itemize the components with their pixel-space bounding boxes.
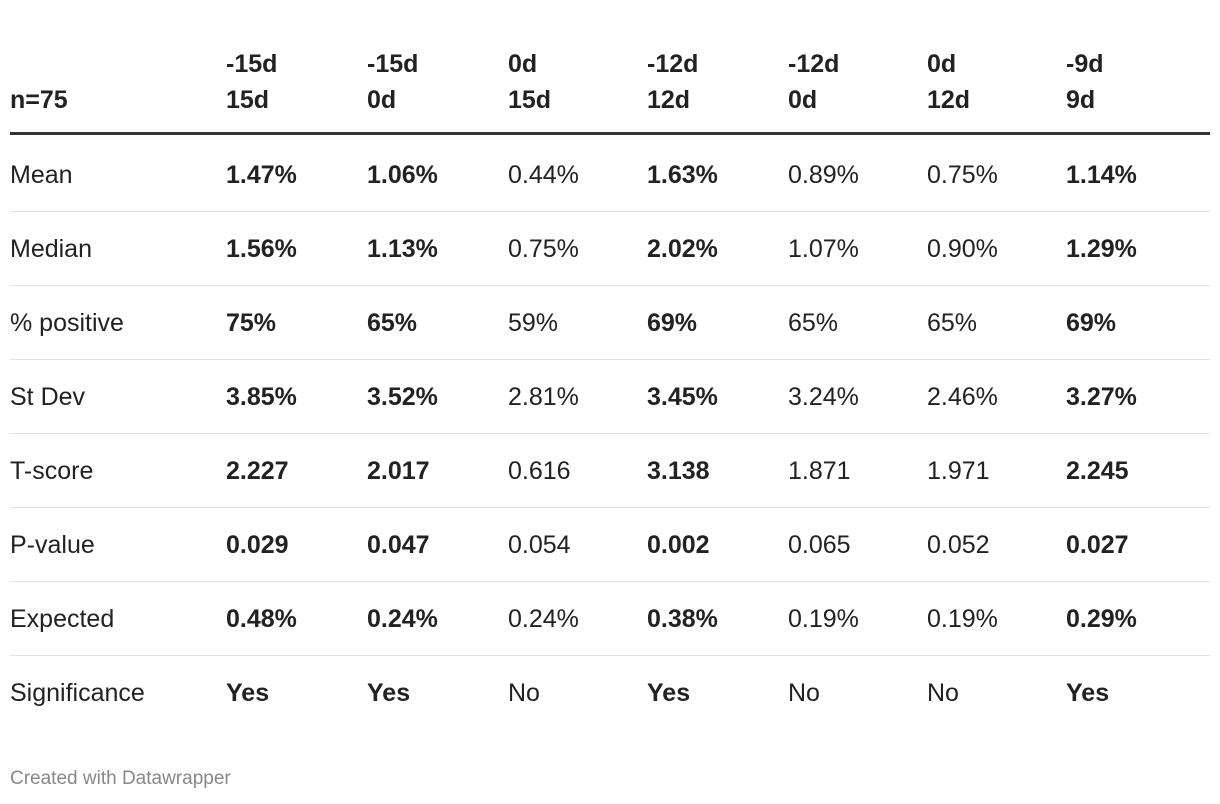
column-header: 0d [927, 50, 957, 78]
cell: 0.90% [927, 235, 998, 263]
row-rule [10, 655, 1210, 656]
cell: 1.56% [226, 235, 297, 263]
cell: 2.245 [1066, 457, 1129, 485]
cell: 0.24% [508, 605, 579, 633]
cell: 1.871 [788, 457, 851, 485]
cell: 0.616 [508, 457, 571, 485]
cell: 65% [367, 309, 418, 337]
cell: 3.52% [367, 383, 438, 411]
cell: 2.46% [927, 383, 998, 411]
row-label: Significance [10, 679, 145, 707]
cell: 2.81% [508, 383, 579, 411]
cell: 2.017 [367, 457, 430, 485]
cell: 3.45% [647, 383, 718, 411]
cell: 0.44% [508, 161, 579, 189]
row-rule [10, 285, 1210, 286]
cell: 2.02% [647, 235, 718, 263]
cell: Yes [1066, 679, 1110, 707]
cell: No [927, 679, 959, 707]
cell: 75% [226, 309, 277, 337]
cell: 1.971 [927, 457, 990, 485]
row-label: P-value [10, 531, 95, 559]
cell: 0.19% [927, 605, 998, 633]
cell: 3.24% [788, 383, 859, 411]
cell: 1.13% [367, 235, 438, 263]
cell: Yes [367, 679, 411, 707]
row-rule [10, 507, 1210, 508]
cell: 69% [1066, 309, 1117, 337]
column-header: 0d [367, 86, 397, 114]
cell: 0.24% [367, 605, 438, 633]
cell: 0.75% [508, 235, 579, 263]
header-rule [10, 132, 1210, 135]
footer: Created with Datawrapper [10, 768, 231, 789]
cell: 65% [788, 309, 839, 337]
cell: 0.89% [788, 161, 859, 189]
cell: 1.14% [1066, 161, 1137, 189]
cell: 0.054 [508, 531, 571, 559]
cell: 0.029 [226, 531, 289, 559]
cell: No [508, 679, 540, 707]
cell: 1.06% [367, 161, 438, 189]
cell: 0.052 [927, 531, 990, 559]
column-header: 0d [788, 86, 818, 114]
cell: 1.29% [1066, 235, 1137, 263]
column-header: -15d [226, 50, 278, 78]
cell: 65% [927, 309, 978, 337]
cell: 0.29% [1066, 605, 1137, 633]
column-header: 12d [647, 86, 691, 114]
column-header: -15d [367, 50, 419, 78]
row-label: St Dev [10, 383, 86, 411]
cell: 1.07% [788, 235, 859, 263]
cell: 0.19% [788, 605, 859, 633]
row-rule [10, 581, 1210, 582]
cell: 1.47% [226, 161, 297, 189]
cell: 0.065 [788, 531, 851, 559]
row-rule [10, 433, 1210, 434]
column-header: -12d [647, 50, 699, 78]
column-header: 15d [226, 86, 270, 114]
row-label: % positive [10, 309, 124, 337]
row-rule [10, 211, 1210, 212]
row-label: Mean [10, 161, 73, 189]
cell: 0.027 [1066, 531, 1129, 559]
cell: 2.227 [226, 457, 289, 485]
column-header: 12d [927, 86, 971, 114]
cell: Yes [647, 679, 691, 707]
cell: Yes [226, 679, 270, 707]
cell: No [788, 679, 820, 707]
cell: 3.85% [226, 383, 297, 411]
column-header: 15d [508, 86, 552, 114]
cell: 0.047 [367, 531, 430, 559]
cell: 0.75% [927, 161, 998, 189]
cell: 3.27% [1066, 383, 1137, 411]
cell: 0.002 [647, 531, 710, 559]
cell: 3.138 [647, 457, 710, 485]
column-header: 0d [508, 50, 538, 78]
column-header: 9d [1066, 86, 1096, 114]
column-header: -9d [1066, 50, 1104, 78]
cell: 59% [508, 309, 559, 337]
cell: 0.38% [647, 605, 718, 633]
row-label: T-score [10, 457, 94, 485]
row-rule [10, 359, 1210, 360]
row-label: Expected [10, 605, 115, 633]
column-header: -12d [788, 50, 840, 78]
cell: 0.48% [226, 605, 297, 633]
corner-label: n=75 [10, 86, 68, 114]
cell: 1.63% [647, 161, 718, 189]
cell: 69% [647, 309, 698, 337]
row-label: Median [10, 235, 92, 263]
